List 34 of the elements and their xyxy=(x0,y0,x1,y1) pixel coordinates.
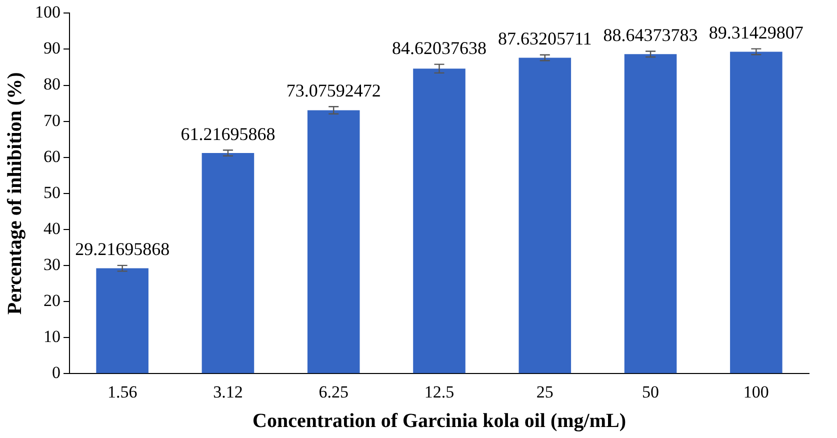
y-tick-label: 0 xyxy=(52,363,60,382)
data-label: 29.21695868 xyxy=(75,239,170,260)
y-tick-label: 30 xyxy=(44,254,60,274)
y-tick-label: 50 xyxy=(44,182,60,202)
data-label: 88.64373783 xyxy=(603,24,698,45)
x-tick-label: 100 xyxy=(743,382,769,402)
y-axis-title: Percentage of inhibition (%) xyxy=(4,72,26,315)
y-tick-label: 90 xyxy=(44,38,60,58)
y-tick-label: 10 xyxy=(44,327,60,346)
x-tick-label: 3.12 xyxy=(213,382,243,402)
bar xyxy=(413,68,466,374)
bar xyxy=(307,110,360,374)
x-tick-label: 1.56 xyxy=(107,382,138,402)
y-tick-label: 70 xyxy=(44,110,60,130)
y-tick-label: 100 xyxy=(35,2,60,22)
bar xyxy=(202,152,254,374)
y-tick-label: 80 xyxy=(44,74,60,94)
y-tick-label: 60 xyxy=(44,146,60,166)
bar xyxy=(518,58,572,374)
data-label: 61.21695868 xyxy=(180,124,276,144)
y-tick-label: 40 xyxy=(44,218,60,238)
x-axis-title: Concentration of Garcinia kola oil (mg/mL) xyxy=(252,410,626,432)
bar xyxy=(624,54,677,374)
data-label: 73.07592472 xyxy=(286,80,381,100)
x-tick-label: 50 xyxy=(642,382,660,402)
y-tick-label: 20 xyxy=(44,290,60,310)
bar xyxy=(96,268,148,374)
bar xyxy=(730,52,782,374)
data-label: 89.31429807 xyxy=(708,22,804,43)
x-tick-label: 6.25 xyxy=(318,382,348,402)
x-tick-label: 12.5 xyxy=(424,382,454,402)
x-tick-label: 25 xyxy=(536,382,554,402)
data-label: 84.62037638 xyxy=(392,38,486,58)
data-label: 87.63205711 xyxy=(498,28,592,49)
